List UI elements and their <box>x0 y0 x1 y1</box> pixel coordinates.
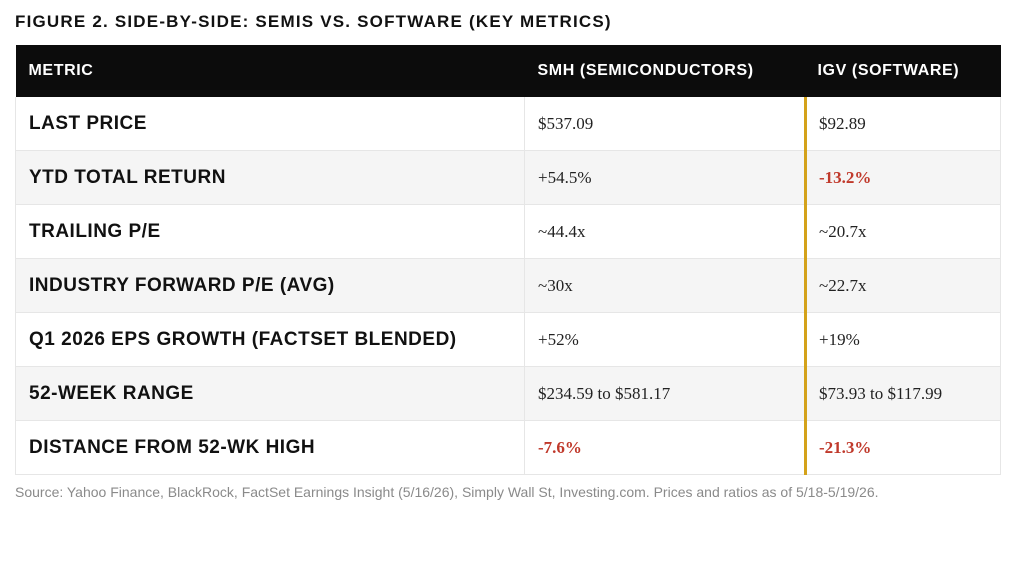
igv-value: +19% <box>804 312 1001 367</box>
smh-value: ~44.4x <box>524 204 806 259</box>
table-row: Q1 2026 EPS GROWTH (FACTSET BLENDED) +52… <box>15 312 1001 367</box>
source-note: Source: Yahoo Finance, BlackRock, FactSe… <box>15 484 879 500</box>
metric-label: YTD TOTAL RETURN <box>15 150 525 205</box>
igv-value: $92.89 <box>804 97 1001 151</box>
smh-value: $537.09 <box>524 97 806 151</box>
figure-title: FIGURE 2. SIDE-BY-SIDE: SEMIS VS. SOFTWA… <box>15 12 612 31</box>
smh-value-negative: -7.6% <box>524 420 806 475</box>
metric-label: Q1 2026 EPS GROWTH (FACTSET BLENDED) <box>15 312 525 367</box>
igv-value: ~22.7x <box>804 258 1001 313</box>
header-metric: METRIC <box>15 45 525 97</box>
igv-value-negative: -13.2% <box>804 150 1001 205</box>
smh-value: +52% <box>524 312 806 367</box>
smh-value: ~30x <box>524 258 806 313</box>
igv-value: $73.93 to $117.99 <box>804 366 1001 421</box>
table-row: INDUSTRY FORWARD P/E (AVG) ~30x ~22.7x <box>15 258 1001 313</box>
igv-value: ~20.7x <box>804 204 1001 259</box>
igv-value-negative: -21.3% <box>804 420 1001 475</box>
table-header-row: METRIC SMH (SEMICONDUCTORS) IGV (SOFTWAR… <box>15 45 1001 97</box>
metric-label: LAST PRICE <box>15 97 525 151</box>
smh-value: +54.5% <box>524 150 806 205</box>
header-smh: SMH (SEMICONDUCTORS) <box>524 45 806 97</box>
header-igv: IGV (SOFTWARE) <box>805 45 1001 97</box>
smh-value: $234.59 to $581.17 <box>524 366 806 421</box>
key-metrics-table: METRIC SMH (SEMICONDUCTORS) IGV (SOFTWAR… <box>15 45 1001 475</box>
metric-label: DISTANCE FROM 52-WK HIGH <box>15 420 525 475</box>
metric-label: TRAILING P/E <box>15 204 525 259</box>
metric-label: INDUSTRY FORWARD P/E (AVG) <box>15 258 525 313</box>
table-row: 52-WEEK RANGE $234.59 to $581.17 $73.93 … <box>15 366 1001 421</box>
table-row: TRAILING P/E ~44.4x ~20.7x <box>15 204 1001 259</box>
table-row: DISTANCE FROM 52-WK HIGH -7.6% -21.3% <box>15 420 1001 475</box>
table-row: LAST PRICE $537.09 $92.89 <box>15 97 1001 151</box>
table-row: YTD TOTAL RETURN +54.5% -13.2% <box>15 150 1001 205</box>
metric-label: 52-WEEK RANGE <box>15 366 525 421</box>
